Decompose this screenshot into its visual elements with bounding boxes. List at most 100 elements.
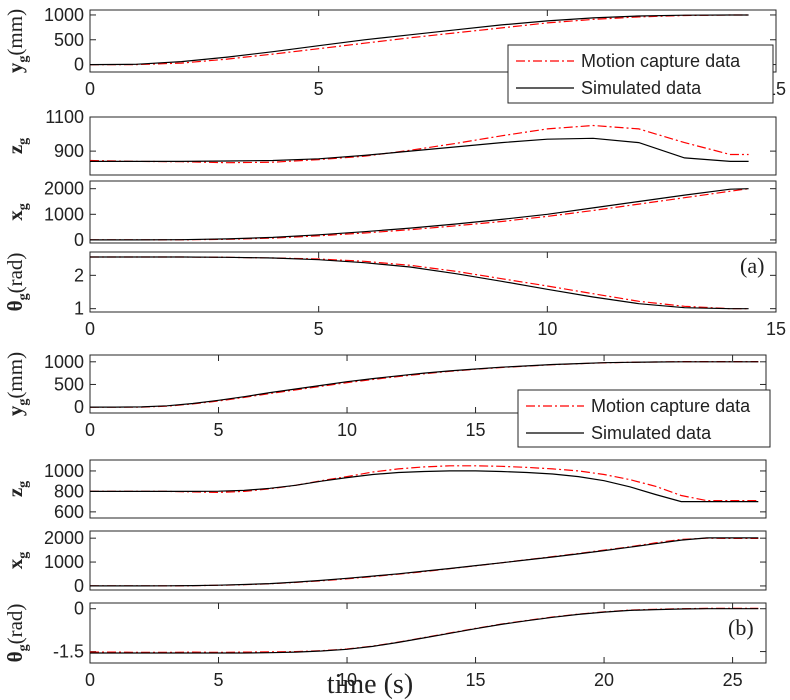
y-label-subscript: g [16,203,31,210]
panel-label: (b) [728,615,754,640]
series-line [90,361,759,408]
axes-box [89,459,767,519]
y-tick-label: 1100 [45,107,84,127]
y-label-symbol: θ [3,651,27,662]
y-label-subscript: g [16,481,31,488]
y-label-symbol: y [3,405,27,416]
y-label-unit: (mm) [3,9,27,56]
y-tick-label: -1.5 [53,642,84,662]
y-label-subscript: g [16,138,31,145]
y-label-subscript: g [16,293,31,300]
x-tick-label: 0 [85,79,95,99]
y-tick-label: 0 [74,55,84,75]
legend-label: Simulated data [581,78,702,98]
x-tick-label: 25 [723,670,743,690]
y-tick-label: 2 [74,265,84,285]
y-label-symbol: x [3,210,27,221]
y-tick-label: 500 [54,374,84,394]
y-label-unit: (mm) [3,352,27,399]
x-tick-label: 0 [85,670,95,690]
x-tick-label: 10 [537,319,557,339]
y-label-symbol: x [3,558,27,569]
axes-box [89,251,777,313]
x-tick-label: 15 [766,319,786,339]
legend-box [517,389,771,448]
y-tick-label: 1000 [44,204,84,224]
x-tick-label: 10 [337,420,357,440]
series-line [90,537,759,587]
y-axis-label: xg [3,203,31,221]
y-tick-label: 1000 [44,5,84,25]
x-tick-label: 15 [466,670,486,690]
subplot: 900 1100 zg [3,107,777,176]
y-tick-label: 2000 [44,528,84,548]
y-label-symbol: θ [3,300,27,311]
subplot: 1 2 0 5 10 15 θg(rad) (a) [3,251,786,339]
panel-label: (a) [740,253,764,278]
y-tick-label: 800 [54,481,84,501]
y-tick-label: 2000 [44,179,84,199]
y-label-unit: (rad) [3,604,27,645]
y-axis-label: θg(rad) [3,604,31,663]
y-label-unit: (rad) [3,253,27,294]
series-line [90,137,749,162]
y-tick-label: 1000 [44,352,84,372]
series-line [89,124,749,164]
y-axis-label: zg [3,138,31,154]
y-label-subscript: g [16,56,31,63]
y-tick-label: 1 [74,299,84,319]
legend-label: Motion capture data [581,51,741,71]
subplot: 050010000510152025yg(mm)Motion capture d… [3,352,771,448]
series-line [90,470,759,503]
axes-box [89,180,777,244]
series-line [90,188,749,241]
axes-box [89,602,767,664]
x-tick-label: 5 [314,319,324,339]
y-axis-label: θg(rad) [3,253,31,312]
y-label-symbol: y [3,62,27,73]
subplot: 0 1000 2000 xg [3,179,777,250]
y-label-symbol: z [3,145,27,154]
x-tick-label: 0 [85,420,95,440]
axes-box [89,116,777,176]
series-line [90,465,759,502]
y-tick-label: 600 [54,502,84,522]
legend-label: Motion capture data [591,396,751,416]
y-axis-label: zg [3,481,31,497]
subplot: 0 1000 2000 xg [3,528,767,596]
series-line [90,256,749,310]
y-label-symbol: z [3,488,27,497]
y-label-subscript: g [16,644,31,651]
x-tick-label: 5 [214,420,224,440]
y-tick-label: 900 [54,141,84,161]
y-tick-label: 0 [74,599,84,619]
y-axis-label: xg [3,552,31,570]
y-tick-label: 500 [54,30,84,50]
y-tick-label: 0 [74,576,84,596]
x-tick-label: 20 [594,670,614,690]
y-label-subscript: g [16,552,31,559]
series-line [89,14,749,66]
x-tick-label: 0 [85,319,95,339]
legend-box [507,44,774,104]
y-tick-label: 0 [74,230,84,250]
series-line [90,608,759,654]
y-tick-label: 1000 [44,461,84,481]
x-tick-label: 15 [466,420,486,440]
x-tick-label: 5 [214,670,224,690]
y-tick-label: 0 [74,397,84,417]
y-label-subscript: g [16,399,31,406]
y-axis-label: yg(mm) [3,9,31,73]
legend-label: Simulated data [591,423,712,443]
x-tick-label: 5 [314,79,324,99]
x-axis-label: time (s) [327,669,413,700]
series-line [90,361,759,408]
y-tick-label: 1000 [44,552,84,572]
y-axis-label: yg(mm) [3,352,31,416]
axes-box [89,530,767,591]
x-tick-label: 10 [337,670,357,690]
